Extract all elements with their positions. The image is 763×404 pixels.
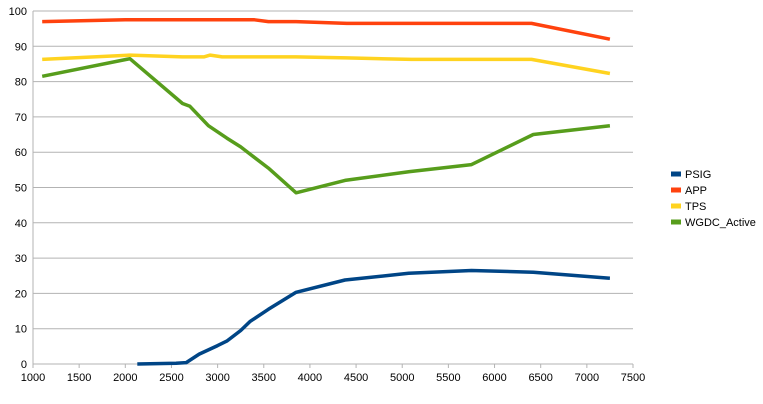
x-tick-label: 3000 <box>205 372 229 384</box>
legend-swatch <box>671 187 681 193</box>
y-tick-label: 50 <box>15 183 27 195</box>
series-line-wgdc-active <box>41 56 611 195</box>
legend: PSIG APP TPS WGDC_Active <box>671 169 756 229</box>
series-line-app <box>42 18 611 41</box>
y-tick-label: 0 <box>21 359 27 371</box>
x-tick-label: 7000 <box>575 372 599 384</box>
series-line-psig <box>137 268 611 366</box>
legend-label: PSIG <box>685 169 711 181</box>
x-tick-label: 5500 <box>436 372 460 384</box>
y-tick-label: 20 <box>15 288 27 300</box>
legend-label: TPS <box>685 201 706 213</box>
legend-label: APP <box>685 185 707 197</box>
axes <box>32 11 634 368</box>
y-tick-label: 80 <box>15 77 27 89</box>
y-tick-label: 70 <box>15 112 27 124</box>
y-tick-label: 100 <box>9 6 27 18</box>
x-tick-label: 2500 <box>159 372 183 384</box>
x-tick-label: 1500 <box>67 372 91 384</box>
grid-lines <box>33 10 633 365</box>
x-tick-label: 5000 <box>390 372 414 384</box>
series-lines <box>41 18 611 366</box>
y-tick-label: 60 <box>15 147 27 159</box>
x-tick-label: 7500 <box>621 372 645 384</box>
legend-swatch <box>671 171 681 177</box>
y-tick-label: 90 <box>15 41 27 53</box>
legend-swatch <box>671 219 681 225</box>
series-line-tps <box>42 53 611 76</box>
x-tick-label: 3500 <box>252 372 276 384</box>
x-tick-label: 6000 <box>482 372 506 384</box>
x-tick-label: 1000 <box>21 372 45 384</box>
y-tick-label: 30 <box>15 253 27 265</box>
x-tick-label: 4500 <box>344 372 368 384</box>
legend-swatch <box>671 203 681 209</box>
legend-label: WGDC_Active <box>685 217 756 229</box>
y-tick-label: 10 <box>15 324 27 336</box>
tick-labels: 0 10 20 30 40 50 60 70 80 90 100 1000 1500 2000 2500 30… <box>9 6 646 384</box>
x-tick-label: 4000 <box>298 372 322 384</box>
x-tick-label: 2000 <box>113 372 137 384</box>
y-tick-label: 40 <box>15 218 27 230</box>
x-tick-label: 6500 <box>528 372 552 384</box>
